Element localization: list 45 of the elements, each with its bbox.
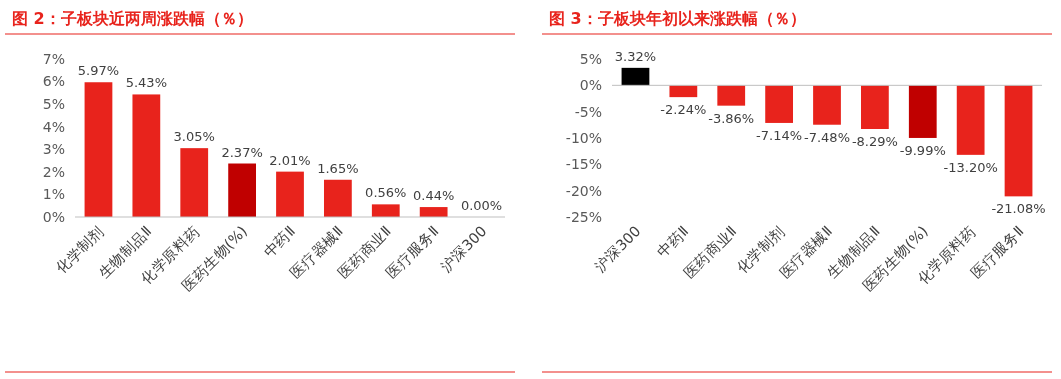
y-tick-label: 5% [579,50,602,67]
y-tick-label: -25% [565,208,602,225]
data-label: 5.43% [125,75,167,91]
data-label: 3.32% [614,48,657,64]
data-label: 0.56% [365,185,407,201]
y-tick-label: 0% [42,208,65,225]
data-label: -8.29% [851,133,898,149]
bar [419,207,448,217]
y-tick-label: 0% [579,77,602,94]
y-tick-label: -15% [565,156,602,173]
y-tick-label: -5% [574,103,602,120]
y-tick-label: 1% [42,186,65,203]
y-tick-label: 3% [42,141,65,158]
y-tick-label: 5% [42,96,65,113]
y-tick-label: -20% [565,182,602,199]
data-label: -7.14% [756,127,803,143]
data-label: -21.08% [991,201,1046,217]
bar [180,148,209,217]
data-label: 2.37% [221,144,263,160]
data-label: 2.01% [269,152,311,168]
data-label: 3.05% [173,129,215,145]
data-label: -7.48% [804,129,850,145]
y-tick-label: -10% [565,129,602,146]
x-tick-label: 中药Ⅱ [260,222,299,261]
data-label: 1.65% [317,160,359,176]
y-tick-label: 2% [42,163,65,180]
bar [324,179,352,217]
data-label: -2.24% [660,102,707,118]
y-tick-label: 4% [42,118,65,135]
data-label: 5.97% [77,63,120,79]
bar [371,204,400,217]
bar [132,94,161,217]
y-tick-label: 6% [42,73,65,90]
data-label: 0.44% [413,188,455,204]
x-tick-label: 中药Ⅱ [653,222,692,261]
data-label: 0.00% [460,198,503,213]
bar [84,82,113,217]
bar [228,163,256,217]
y-tick-label: 7% [42,50,65,67]
data-label: -13.20% [943,159,998,175]
chart-title: 图 2：子板块近两周涨跌幅（％） [12,9,253,28]
data-label: -9.99% [899,142,946,158]
data-label: -3.86% [708,110,755,126]
chart-title: 图 3：子板块年初以来涨跌幅（％） [549,9,806,28]
bar [276,171,304,217]
